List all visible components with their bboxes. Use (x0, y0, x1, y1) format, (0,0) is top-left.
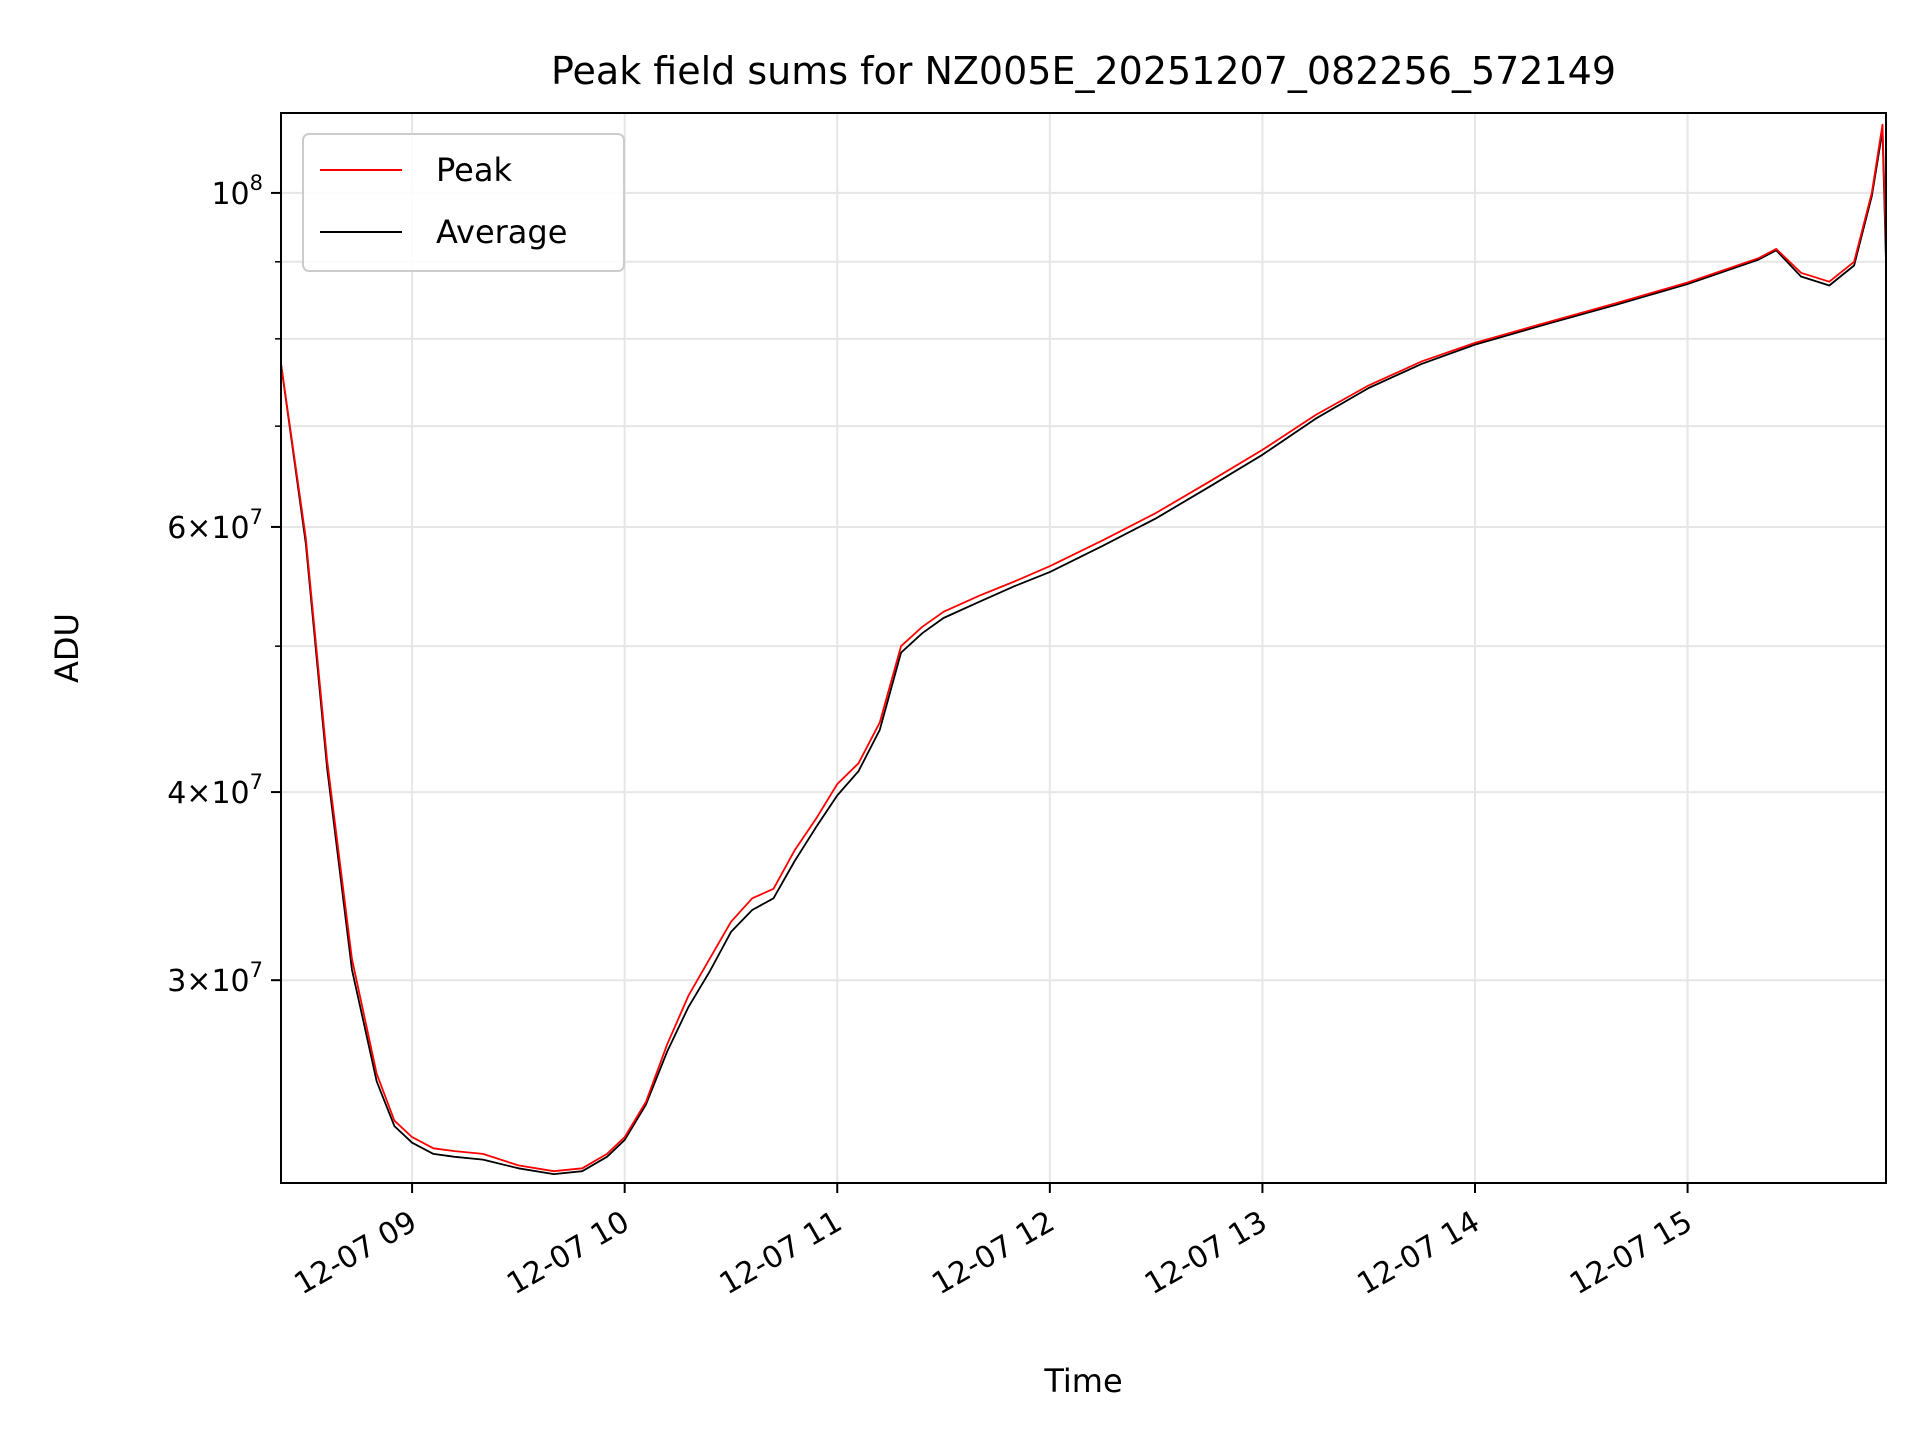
series-line-average (280, 129, 1887, 1175)
plot-frame (280, 112, 1887, 1184)
y-axis-label: ADU (48, 613, 86, 683)
series-line-peak (280, 123, 1887, 1173)
legend-box (302, 133, 625, 272)
y-tick-label: 6×107 (167, 505, 263, 546)
x-axis-label: Time (1043, 1362, 1122, 1400)
legend-label-average: Average (436, 213, 567, 251)
series-layer (280, 123, 1887, 1175)
legend: Peak Average (302, 133, 625, 272)
y-tick-label: 3×107 (167, 958, 263, 999)
y-tick-label: 108 (211, 171, 263, 212)
chart-title: Peak field sums for NZ005E_20251207_0822… (551, 49, 1616, 93)
legend-label-peak: Peak (436, 151, 512, 189)
y-tick-label: 4×107 (167, 770, 263, 811)
